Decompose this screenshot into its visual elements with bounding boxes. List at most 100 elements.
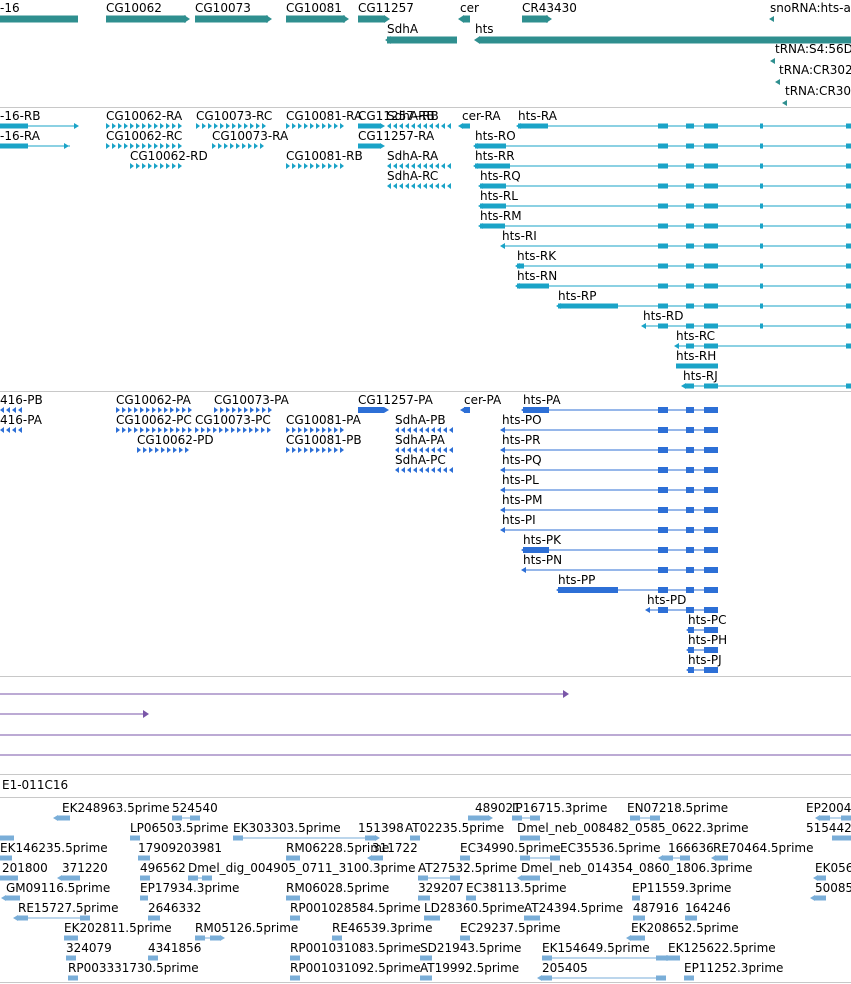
est-glyph[interactable] — [418, 877, 460, 879]
transcript-glyph-arrow[interactable] — [478, 203, 483, 209]
est-label[interactable]: RP003331730.5prime — [68, 961, 199, 975]
protein-label[interactable]: hts-PI — [502, 513, 536, 527]
protein-glyph-arrow[interactable] — [686, 667, 691, 673]
transcript-exon[interactable] — [846, 243, 851, 249]
est-glyph-block[interactable] — [332, 935, 342, 941]
est-glyph-arrow[interactable] — [711, 855, 716, 861]
protein-glyph[interactable] — [688, 669, 718, 671]
est-glyph-arrow[interactable] — [658, 855, 663, 861]
transcript-label[interactable]: CG10081-RA — [286, 109, 363, 123]
est-glyph-block[interactable] — [841, 835, 851, 841]
est-label[interactable]: LP06503.5prime — [130, 821, 229, 835]
transcript-exon[interactable] — [686, 243, 694, 249]
transcript-glyph[interactable] — [502, 245, 851, 247]
transcript-exon[interactable] — [760, 323, 763, 329]
transcript-glyph[interactable] — [0, 145, 70, 147]
est-glyph-block[interactable] — [190, 815, 200, 821]
transcript-exon[interactable] — [704, 223, 718, 229]
transcript-exon[interactable] — [704, 283, 718, 289]
transcript-exon[interactable] — [387, 163, 451, 169]
protein-exon[interactable] — [658, 567, 668, 573]
protein-glyph-arrow[interactable] — [686, 627, 691, 633]
protein-glyph-arrow[interactable] — [460, 407, 465, 413]
est-glyph-block[interactable] — [478, 815, 488, 821]
est-label[interactable]: EK202811.5prime — [64, 921, 172, 935]
est-label[interactable]: SD21943.5prime — [420, 941, 522, 955]
est-glyph-block[interactable] — [550, 855, 560, 861]
transcript-exon[interactable] — [106, 143, 182, 149]
transcript-glyph-arrow[interactable] — [478, 223, 483, 229]
transcript-exon[interactable] — [846, 303, 851, 309]
est-label[interactable]: 151398 — [358, 821, 404, 835]
protein-exon[interactable] — [658, 527, 668, 533]
est-label[interactable]: 489021 — [475, 801, 521, 815]
gene-glyph-arrow[interactable] — [474, 36, 480, 44]
est-label[interactable]: 201800 — [2, 861, 48, 875]
est-glyph-block[interactable] — [542, 955, 552, 961]
protein-exon[interactable] — [658, 587, 668, 593]
transcript-exon[interactable] — [358, 143, 380, 149]
est-glyph-arrow[interactable] — [626, 935, 631, 941]
est-glyph[interactable] — [520, 857, 560, 859]
est-glyph-arrow[interactable] — [53, 815, 58, 821]
protein-exon[interactable] — [523, 547, 549, 553]
transcript-glyph-arrow[interactable] — [478, 183, 483, 189]
est-label[interactable]: AT19992.5prime — [420, 961, 520, 975]
est-glyph-block[interactable] — [66, 955, 76, 961]
protein-exon[interactable] — [686, 427, 694, 433]
protein-exon[interactable] — [395, 467, 453, 473]
transcript-glyph-arrow[interactable] — [458, 123, 463, 129]
est-glyph-block[interactable] — [530, 915, 540, 921]
est-label[interactable]: EP17934.3prime — [140, 881, 240, 895]
est-glyph-block[interactable] — [148, 955, 158, 961]
est-glyph-block[interactable] — [520, 855, 530, 861]
protein-glyph[interactable] — [502, 429, 718, 431]
est-glyph-block[interactable] — [68, 975, 78, 981]
est-label[interactable]: 311722 — [372, 841, 418, 855]
protein-exon[interactable] — [358, 407, 384, 413]
est-glyph-arrow[interactable] — [537, 975, 542, 981]
gene-glyph-arrow[interactable] — [184, 15, 190, 23]
protein-glyph[interactable] — [502, 469, 718, 471]
protein-exon[interactable] — [523, 407, 549, 413]
gene-glyph-arrow[interactable] — [775, 79, 780, 85]
protein-glyph-arrow[interactable] — [645, 607, 650, 613]
protein-exon[interactable] — [704, 587, 718, 593]
transcript-glyph-arrow[interactable] — [74, 123, 79, 129]
est-label[interactable]: 324079 — [66, 941, 112, 955]
transcript-glyph[interactable] — [676, 345, 851, 347]
est-glyph-block[interactable] — [8, 875, 18, 881]
transcript-label[interactable]: hts-RN — [517, 269, 558, 283]
est-glyph-block[interactable] — [542, 975, 552, 981]
protein-exon[interactable] — [686, 567, 694, 573]
est-glyph[interactable] — [820, 817, 851, 819]
protein-label[interactable]: SdhA-PA — [395, 433, 445, 447]
transcript-exon[interactable] — [658, 143, 668, 149]
transcript-label[interactable]: CG11257-RA — [358, 129, 435, 143]
transcript-label[interactable]: CG10073-RA — [212, 129, 289, 143]
protein-label[interactable]: hts-PL — [502, 473, 539, 487]
est-label[interactable]: RP001031092.5prime — [290, 961, 421, 975]
protein-label[interactable]: SdhA-PB — [395, 413, 446, 427]
transcript-label[interactable]: hts-RK — [517, 249, 557, 263]
protein-exon[interactable] — [704, 467, 718, 473]
transcript-exon[interactable] — [760, 303, 763, 309]
est-label[interactable]: EC29237.5prime — [460, 921, 561, 935]
transcript-glyph-arrow[interactable] — [64, 143, 69, 149]
est-label[interactable]: Dmel_neb_008482_0585_0622.3prime — [517, 821, 749, 835]
est-glyph-block[interactable] — [680, 855, 690, 861]
est-glyph-block[interactable] — [62, 875, 72, 881]
est-label[interactable]: 515442 — [806, 821, 851, 835]
protein-exon[interactable] — [686, 507, 694, 513]
est-label[interactable]: EC34990.5prime — [460, 841, 561, 855]
transcript-label[interactable]: hts-RJ — [683, 369, 718, 383]
protein-exon[interactable] — [658, 607, 668, 613]
transcript-exon[interactable] — [658, 283, 668, 289]
gene-label[interactable]: CG10073 — [195, 1, 251, 15]
est-glyph-block[interactable] — [140, 895, 148, 901]
protein-label[interactable]: hts-PO — [502, 413, 542, 427]
transcript-label[interactable]: hts-RQ — [480, 169, 521, 183]
transcript-exon[interactable] — [658, 263, 668, 269]
gene-glyph-arrow[interactable] — [546, 15, 552, 23]
protein-exon[interactable] — [704, 447, 718, 453]
